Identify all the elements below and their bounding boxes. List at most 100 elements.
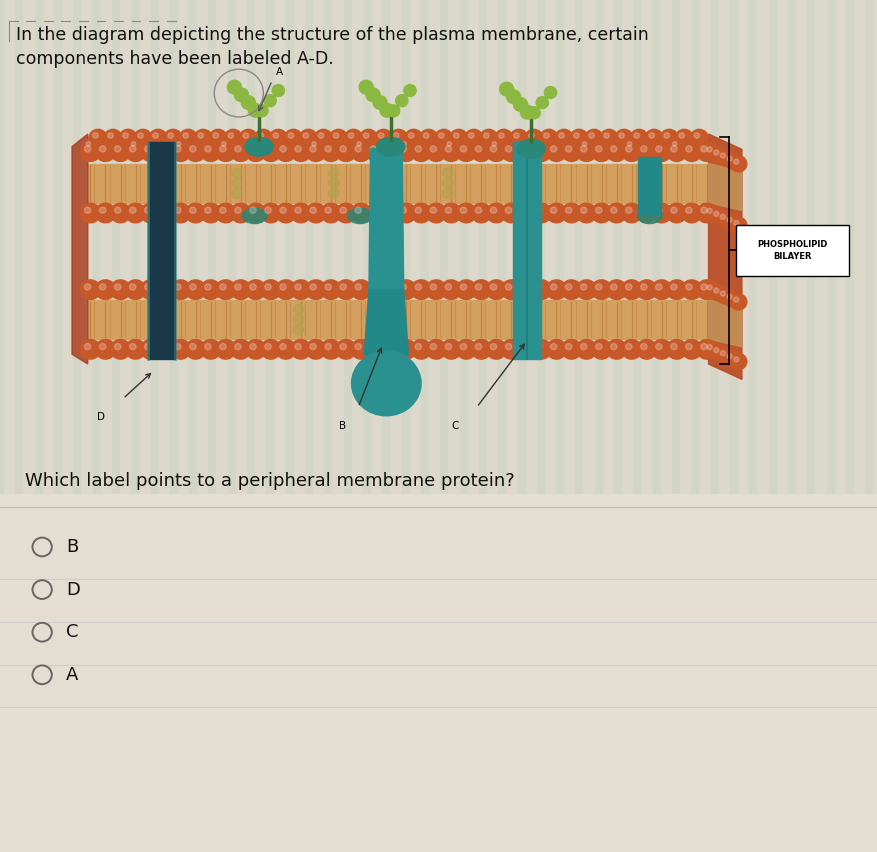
Circle shape — [550, 207, 556, 213]
Circle shape — [693, 133, 699, 138]
Circle shape — [354, 207, 361, 213]
Circle shape — [520, 106, 534, 119]
Circle shape — [227, 80, 241, 94]
Circle shape — [410, 340, 431, 360]
Circle shape — [231, 142, 251, 162]
Circle shape — [516, 203, 536, 222]
Circle shape — [550, 343, 556, 349]
Circle shape — [155, 142, 175, 162]
Circle shape — [366, 340, 386, 360]
Circle shape — [328, 168, 339, 178]
Circle shape — [194, 130, 212, 147]
Circle shape — [730, 156, 746, 172]
Circle shape — [381, 142, 401, 162]
Circle shape — [730, 217, 746, 233]
Circle shape — [719, 351, 724, 356]
Circle shape — [324, 146, 331, 152]
Circle shape — [501, 340, 521, 360]
Circle shape — [265, 343, 271, 349]
Polygon shape — [72, 134, 88, 364]
Circle shape — [468, 133, 474, 138]
Circle shape — [700, 207, 706, 213]
Circle shape — [591, 142, 611, 162]
Circle shape — [299, 130, 317, 147]
Circle shape — [663, 133, 669, 138]
Circle shape — [369, 284, 376, 290]
Circle shape — [295, 343, 301, 349]
Circle shape — [267, 141, 271, 146]
Circle shape — [640, 207, 646, 213]
Circle shape — [200, 340, 220, 360]
Circle shape — [442, 188, 453, 199]
Circle shape — [702, 205, 719, 221]
Polygon shape — [708, 134, 741, 379]
Circle shape — [175, 207, 181, 213]
Circle shape — [81, 340, 100, 360]
Circle shape — [234, 207, 241, 213]
Circle shape — [565, 284, 571, 290]
Circle shape — [573, 133, 579, 138]
Circle shape — [218, 139, 232, 153]
Circle shape — [726, 217, 731, 222]
Circle shape — [275, 340, 296, 360]
Circle shape — [104, 130, 122, 147]
Circle shape — [96, 340, 116, 360]
Circle shape — [125, 340, 146, 360]
Circle shape — [354, 343, 361, 349]
Circle shape — [615, 130, 632, 147]
Circle shape — [284, 130, 302, 147]
Circle shape — [168, 133, 174, 138]
Circle shape — [498, 133, 503, 138]
Circle shape — [489, 207, 496, 213]
Circle shape — [170, 203, 190, 222]
Circle shape — [366, 279, 386, 299]
Circle shape — [545, 142, 566, 162]
Circle shape — [670, 207, 676, 213]
Circle shape — [96, 279, 116, 299]
Circle shape — [385, 207, 391, 213]
Circle shape — [640, 343, 646, 349]
Circle shape — [389, 130, 407, 147]
Circle shape — [212, 133, 218, 138]
Circle shape — [685, 284, 691, 290]
Circle shape — [380, 103, 394, 117]
Circle shape — [125, 203, 146, 222]
Polygon shape — [512, 142, 540, 360]
Circle shape — [360, 130, 377, 147]
Circle shape — [125, 279, 146, 299]
Circle shape — [260, 279, 281, 299]
Circle shape — [449, 130, 467, 147]
Circle shape — [606, 203, 626, 222]
Circle shape — [329, 130, 347, 147]
Circle shape — [265, 146, 271, 152]
Circle shape — [396, 142, 416, 162]
Circle shape — [255, 105, 267, 117]
Circle shape — [249, 343, 256, 349]
Circle shape — [216, 203, 236, 222]
Circle shape — [415, 146, 421, 152]
Circle shape — [293, 304, 303, 314]
Circle shape — [474, 343, 481, 349]
Circle shape — [719, 291, 724, 296]
Circle shape — [733, 159, 738, 164]
Circle shape — [280, 207, 286, 213]
Circle shape — [510, 130, 527, 147]
Circle shape — [290, 203, 310, 222]
Circle shape — [410, 203, 431, 222]
Circle shape — [554, 130, 572, 147]
Circle shape — [655, 207, 661, 213]
Circle shape — [305, 203, 325, 222]
Text: PHOSPHOLIPID
BILAYER: PHOSPHOLIPID BILAYER — [756, 240, 827, 261]
Circle shape — [305, 279, 325, 299]
Circle shape — [713, 288, 718, 293]
Circle shape — [295, 284, 301, 290]
Circle shape — [324, 343, 331, 349]
Circle shape — [336, 340, 356, 360]
Ellipse shape — [637, 208, 661, 223]
Circle shape — [290, 340, 310, 360]
Circle shape — [501, 142, 521, 162]
Circle shape — [501, 203, 521, 222]
Circle shape — [681, 203, 701, 222]
Circle shape — [328, 178, 339, 188]
Circle shape — [164, 130, 182, 147]
